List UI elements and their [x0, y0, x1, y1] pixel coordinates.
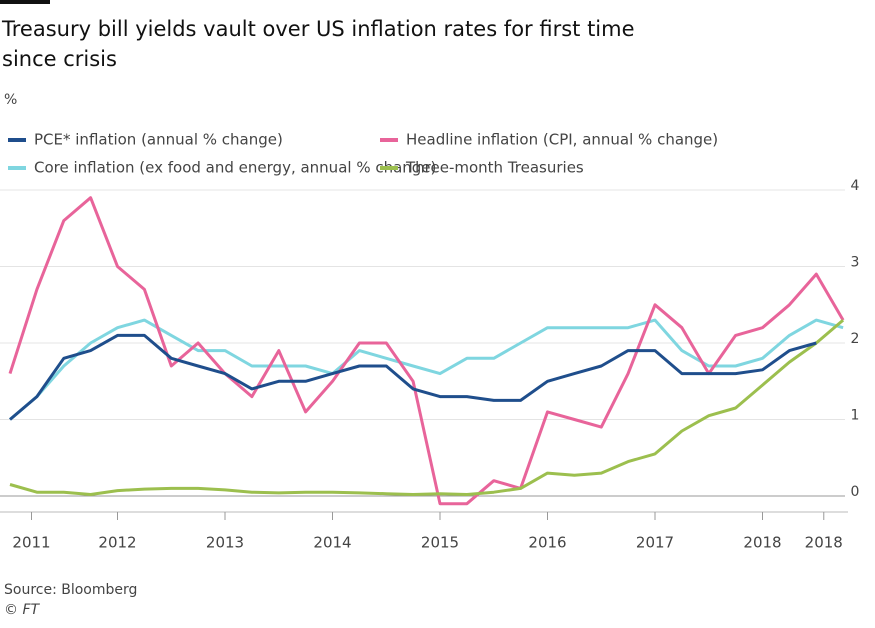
x-tick-label: 2015 [421, 534, 459, 552]
credit: © FT [4, 602, 41, 618]
series-line [9, 333, 817, 421]
x-tick-label: 2013 [206, 534, 244, 552]
series-line [8, 196, 845, 506]
x-tick-label: 2017 [636, 534, 674, 552]
legend-label: Core inflation (ex food and energy, annu… [34, 159, 436, 177]
y-tick-label: 0 [851, 484, 860, 500]
x-tick-label: 2012 [98, 534, 136, 552]
x-tick-label: 2014 [313, 534, 351, 552]
source: Source: Bloomberg [4, 582, 137, 598]
y-axis-label: % [4, 92, 17, 108]
legend-label: PCE* inflation (annual % change) [34, 131, 283, 149]
title-bar [0, 0, 50, 4]
legend-label: Three-month Treasuries [405, 159, 584, 177]
x-tick-label: 2018 [743, 534, 781, 552]
x-tick-label: 2016 [528, 534, 566, 552]
y-tick-label: 3 [851, 255, 860, 271]
x-tick-label: 2011 [12, 534, 50, 552]
y-tick-label: 4 [851, 178, 860, 194]
chart-title: Treasury bill yields vault over US infla… [1, 17, 635, 71]
series-line [9, 318, 845, 496]
y-tick-label: 1 [851, 408, 860, 424]
y-tick-label: 2 [851, 331, 860, 347]
x-tick-label: 2018 [805, 534, 843, 552]
legend-label: Headline inflation (CPI, annual % change… [406, 131, 718, 149]
